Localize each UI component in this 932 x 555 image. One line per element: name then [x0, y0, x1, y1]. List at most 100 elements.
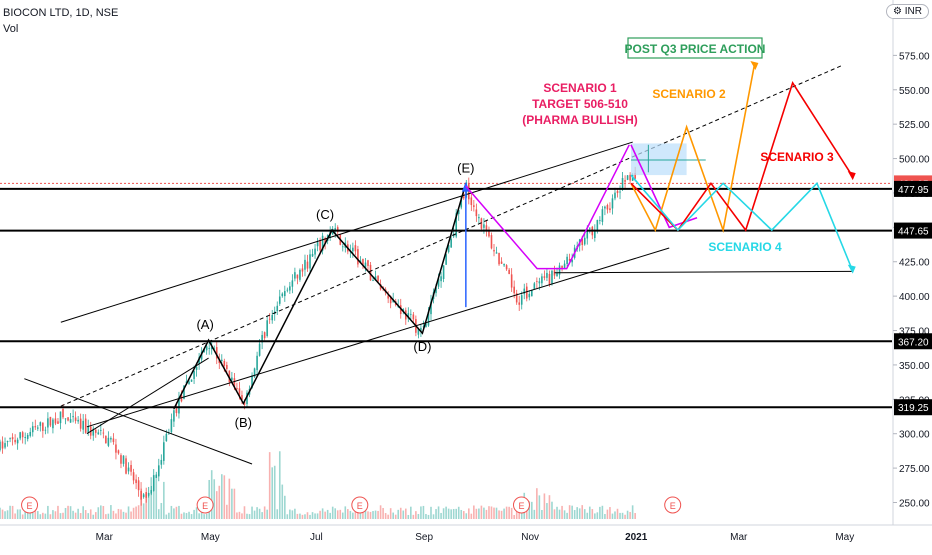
volume-bar	[460, 509, 463, 519]
volume-bar	[588, 506, 591, 519]
volume-bar	[200, 509, 203, 519]
candle-body	[447, 245, 450, 253]
volume-bar	[364, 506, 367, 519]
volume-bar	[505, 506, 508, 519]
candle-body	[31, 426, 34, 433]
volume-bar	[314, 513, 316, 519]
candle-body	[67, 417, 69, 421]
currency-button[interactable]: ⚙ INR	[886, 4, 929, 19]
price-level-tag	[894, 399, 932, 416]
candle-body	[596, 219, 599, 230]
volume-bar	[82, 506, 84, 519]
volume-bar	[266, 509, 268, 519]
price-axis-bg	[893, 0, 932, 525]
candle-body	[301, 268, 304, 272]
volume-bar	[263, 506, 266, 519]
candle-body	[599, 220, 601, 221]
candle-body	[407, 313, 410, 319]
volume-bar	[14, 513, 16, 519]
candle-body	[604, 206, 606, 209]
volume-bar	[309, 514, 311, 519]
volume-bar	[354, 508, 357, 519]
volume-bar	[102, 506, 105, 519]
volume-bar	[420, 506, 422, 519]
downtrend-line	[24, 378, 253, 465]
volume-bar	[268, 452, 271, 519]
wave-label: (E)	[457, 160, 474, 175]
candle-body	[266, 320, 268, 336]
earnings-marker[interactable]	[512, 496, 530, 514]
candle-body	[601, 209, 604, 222]
volume-bar	[352, 512, 354, 519]
candle-body	[117, 450, 120, 454]
volume-bar	[284, 495, 286, 519]
projection-box	[630, 143, 687, 176]
candle-body	[215, 347, 218, 359]
earnings-marker-label: E	[202, 501, 208, 511]
volume-bar	[258, 508, 261, 519]
candle-body	[142, 494, 145, 498]
volume-bar	[52, 510, 54, 519]
candle-body	[586, 230, 589, 239]
candle-body	[357, 249, 359, 265]
candle-body	[147, 492, 150, 496]
volume-bar	[112, 510, 115, 519]
candle-body	[281, 293, 284, 297]
scenario1-note: (PHARMA BULLISH)	[522, 113, 638, 127]
volume-bar	[210, 470, 213, 519]
earnings-marker[interactable]	[21, 496, 39, 514]
volume-bar	[503, 508, 505, 519]
candle-body	[223, 360, 226, 366]
candle-body	[140, 490, 142, 500]
price-tick-label: 575.00	[899, 51, 930, 62]
price-axis[interactable]: 250.00275.00300.00325.00350.00375.00400.…	[892, 0, 932, 525]
candle-body	[513, 286, 515, 294]
settings-icon: ⚙	[893, 6, 902, 17]
volume-bar	[445, 506, 447, 519]
candle-body	[505, 265, 508, 270]
volume-bar	[37, 511, 39, 519]
volume-bar	[117, 508, 120, 519]
volume-bar	[26, 510, 29, 519]
volume-bar	[344, 506, 347, 519]
candle-body	[233, 378, 236, 387]
volume-bar	[253, 510, 256, 519]
earnings-marker[interactable]	[351, 496, 369, 514]
volume-bar	[301, 514, 304, 519]
volume-bar	[203, 514, 205, 519]
volume-bar	[583, 509, 586, 519]
candle-body	[125, 458, 127, 474]
time-axis[interactable]: Mar May Jul Sep Nov 2021 Mar May	[0, 524, 932, 550]
volume-bar	[551, 501, 553, 519]
volume-bar	[437, 506, 440, 519]
volume-bar	[193, 509, 195, 519]
volume-bar	[394, 514, 397, 519]
candle-body	[112, 438, 115, 443]
volume-bar	[430, 506, 432, 519]
earnings-marker[interactable]	[196, 496, 214, 514]
candle-body	[460, 196, 463, 208]
candle-body	[110, 438, 112, 440]
candle-body	[64, 418, 67, 420]
earnings-marker-label: E	[357, 501, 363, 511]
earnings-marker[interactable]	[664, 496, 682, 514]
volume-bar	[294, 508, 296, 519]
price-tick-label: 275.00	[899, 464, 930, 475]
volume-bar	[125, 512, 127, 519]
candle-body	[619, 191, 621, 193]
candle-body	[163, 442, 165, 461]
volume-bar	[468, 508, 470, 519]
volume-bar	[359, 512, 362, 519]
volume-bar	[498, 510, 500, 519]
volume-bar	[11, 505, 14, 519]
volume-bar	[412, 514, 415, 519]
volume-bar	[513, 514, 515, 519]
volume-bar	[54, 511, 57, 519]
candle-body	[251, 375, 253, 389]
time-tick-label: May	[201, 532, 220, 543]
price-tick-label: 425.00	[899, 258, 930, 269]
candle-body	[29, 431, 32, 436]
candle-body	[120, 455, 122, 464]
